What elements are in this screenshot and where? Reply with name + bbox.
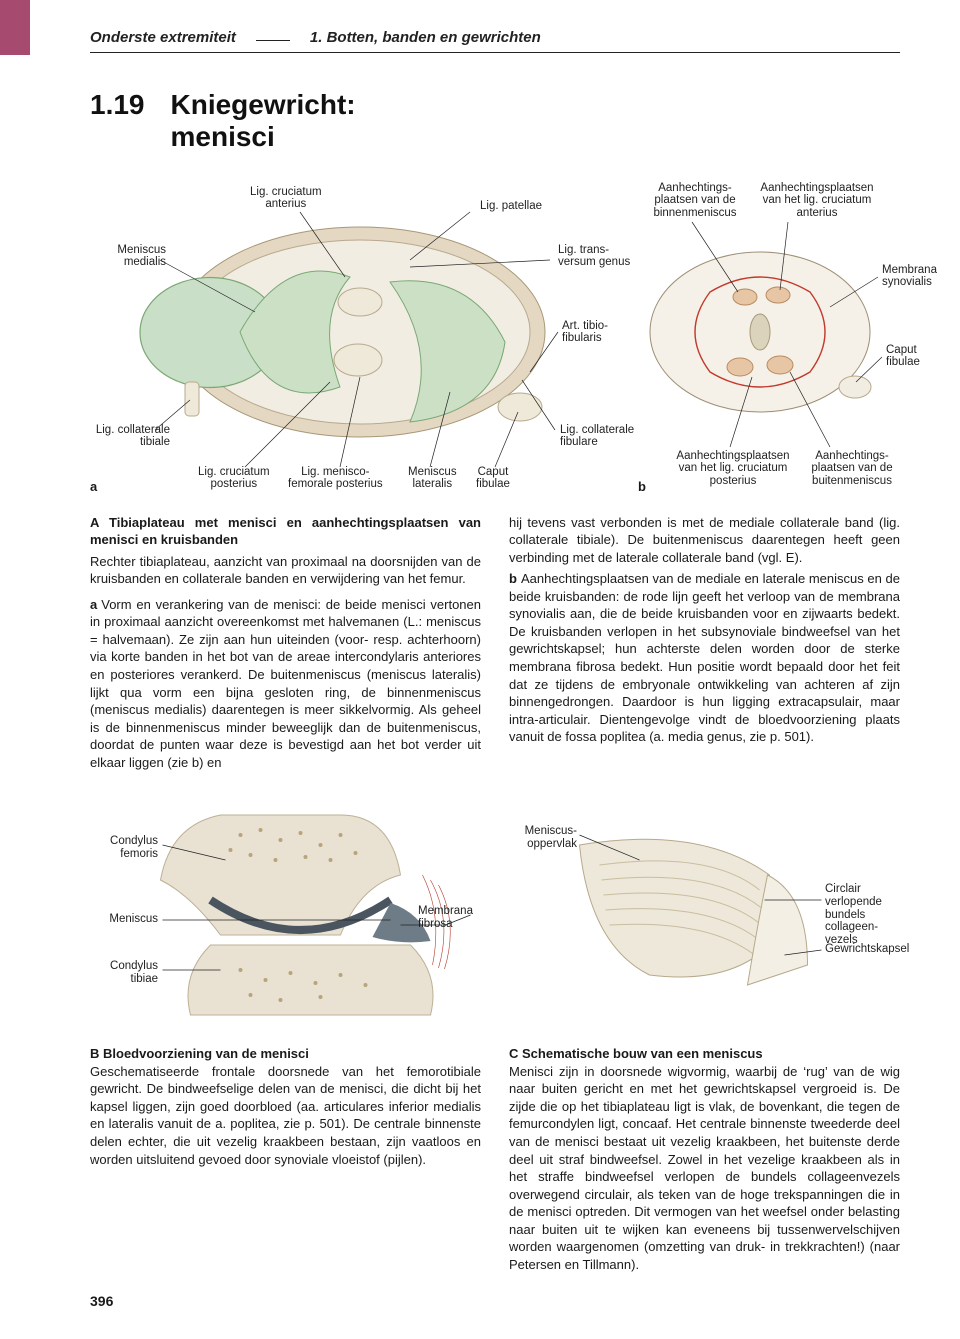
- sec-b-heading: B Bloedvoorziening van de menisci: [90, 1046, 309, 1061]
- running-head: Onderste extremiteit 1. Botten, banden e…: [90, 0, 900, 48]
- figure-c: Meniscus- oppervlak Circlair verlopende …: [509, 805, 900, 1035]
- sec-a-b-label: b: [509, 571, 517, 586]
- ann-cond-tib: Condylus tibiae: [86, 960, 158, 985]
- ann-mem-syn: Membrana synovialis: [882, 264, 937, 289]
- ann-lig-cruc-post: Lig. cruciatum posterius: [198, 466, 270, 491]
- sec-a-intro: Rechter tibiaplateau, aanzicht van proxi…: [90, 553, 481, 588]
- fig-a-plateau: [140, 227, 545, 437]
- ann-lig-trans: Lig. trans- versum genus: [558, 244, 630, 269]
- fig-b-plateau: [650, 252, 871, 412]
- runhead-right: 1. Botten, banden en gewrichten: [310, 28, 541, 48]
- runhead-separator: [256, 40, 290, 41]
- figures-bc: Condylus femoris Meniscus Condylus tibia…: [90, 805, 900, 1035]
- chapter-color-tab: [0, 0, 30, 55]
- figure-a: Lig. cruciatum anterius Lig. patellae Me…: [90, 182, 900, 502]
- sec-c-heading: C Schematische bouw van een meniscus: [509, 1046, 763, 1061]
- title-number: 1.19: [90, 89, 145, 153]
- ann-cond-fem: Condylus femoris: [86, 835, 158, 860]
- sec-a-a-text: Vorm en verankering van de menisci: de b…: [90, 597, 481, 770]
- ann-circ: Circlair verlopende bundels collageen- v…: [825, 883, 900, 946]
- ann-lig-menfem: Lig. menisco- femorale posterius: [288, 466, 383, 491]
- ann-caput-fib-a: Caput fibulae: [476, 466, 510, 491]
- section-a-text: A Tibiaplateau met menisci en aanhechtin…: [90, 514, 900, 776]
- sec-a-b-text: Aanhechtingsplaatsen van de mediale en l…: [509, 571, 900, 744]
- fig-b-label: b: [638, 478, 646, 496]
- sections-bc-text: B Bloedvoorziening van de menisci Gesche…: [90, 1045, 900, 1273]
- ann-men-med: Meniscus medialis: [86, 244, 166, 269]
- sec-a-heading: A Tibiaplateau met menisci en aanhechtin…: [90, 515, 481, 548]
- ann-men-lat: Meniscus lateralis: [408, 466, 457, 491]
- page: Onderste extremiteit 1. Botten, banden e…: [0, 0, 960, 1339]
- page-title: 1.19 Kniegewricht: menisci: [90, 89, 900, 153]
- title-text: Kniegewricht: menisci: [171, 89, 901, 153]
- sec-a-a-cont: hij tevens vast verbonden is met de medi…: [509, 514, 900, 567]
- ann-men-opp: Meniscus- oppervlak: [505, 825, 577, 850]
- ann-aanh-cruc-post: Aanhechtingsplaatsen van het lig. crucia…: [668, 450, 798, 488]
- ann-lig-cruc-ant: Lig. cruciatum anterius: [250, 186, 322, 211]
- page-number: 396: [90, 1292, 113, 1311]
- ann-mem-fib: Membrana fibrosa: [418, 905, 473, 930]
- ann-lig-coll-tib: Lig. collaterale tibiale: [78, 424, 170, 449]
- ann-lig-coll-fib: Lig. collaterale fibulare: [560, 424, 634, 449]
- ann-lig-patellae: Lig. patellae: [480, 200, 542, 213]
- ann-meniscus: Meniscus: [86, 913, 158, 926]
- sec-a-a-label: a: [90, 597, 97, 612]
- sec-c-text: Menisci zijn in doorsnede wigvormig, waa…: [509, 1063, 900, 1274]
- ann-aanh-buiten: Aanhechtings- plaatsen van de buitenmeni…: [802, 450, 902, 488]
- ann-art-tibiofib: Art. tibio- fibularis: [562, 320, 608, 345]
- figure-b: Condylus femoris Meniscus Condylus tibia…: [90, 805, 481, 1035]
- runhead-left: Onderste extremiteit: [90, 28, 236, 48]
- ann-kapsel: Gewrichtskapsel: [825, 943, 909, 956]
- ann-aanh-cruc-ant: Aanhechtingsplaatsen van het lig. crucia…: [752, 182, 882, 220]
- ann-caput-fib-b: Caput fibulae: [886, 344, 920, 369]
- ann-aanh-binnen: Aanhechtings- plaatsen van de binnenmeni…: [645, 182, 745, 220]
- runhead-rule: [90, 52, 900, 53]
- fig-a-label: a: [90, 478, 97, 496]
- sec-b-text: Geschematiseerde frontale doorsnede van …: [90, 1063, 481, 1168]
